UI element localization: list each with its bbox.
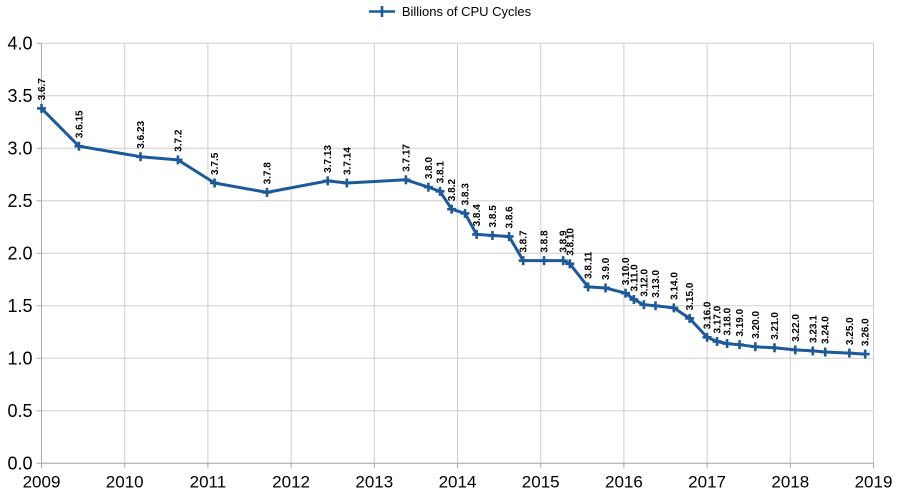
x-tick-label: 2009 bbox=[23, 472, 61, 491]
point-label: 3.7.5 bbox=[210, 152, 221, 175]
point-label: 3.19.0 bbox=[735, 308, 746, 336]
point-label: 3.12.0 bbox=[639, 269, 650, 297]
point-label: 3.17.0 bbox=[713, 305, 724, 333]
y-tick-label: 0.0 bbox=[7, 453, 32, 473]
point-label: 3.8.11 bbox=[584, 251, 595, 279]
point-label: 3.11.0 bbox=[629, 264, 640, 292]
point-label: 3.21.0 bbox=[770, 312, 781, 340]
y-tick-label: 2.0 bbox=[7, 243, 32, 263]
x-tick-label: 2011 bbox=[190, 472, 227, 491]
point-label: 3.7.8 bbox=[262, 162, 273, 185]
chart-legend: Billions of CPU Cycles bbox=[0, 4, 899, 19]
y-tick-label: 1.5 bbox=[7, 296, 32, 316]
x-tick-label: 2017 bbox=[688, 472, 726, 491]
point-label: 3.8.9 bbox=[559, 230, 570, 253]
point-label: 3.8.10 bbox=[565, 228, 576, 256]
point-label: 3.18.0 bbox=[723, 307, 734, 335]
x-tick-label: 2010 bbox=[106, 472, 144, 491]
point-label: 3.6.7 bbox=[37, 78, 48, 101]
point-label: 3.22.0 bbox=[791, 314, 802, 342]
point-label: 3.15.0 bbox=[685, 282, 696, 310]
point-label: 3.13.0 bbox=[651, 270, 662, 298]
x-tick-label: 2012 bbox=[272, 472, 310, 491]
point-label: 3.7.2 bbox=[173, 129, 184, 152]
point-label: 3.8.6 bbox=[505, 206, 516, 229]
y-tick-label: 0.5 bbox=[7, 401, 32, 421]
point-label: 3.8.3 bbox=[460, 183, 471, 206]
x-tick-label: 2018 bbox=[771, 472, 809, 491]
point-markers bbox=[37, 103, 870, 359]
y-tick-label: 3.5 bbox=[7, 86, 32, 106]
point-label: 3.6.15 bbox=[74, 110, 85, 138]
point-label: 3.8.7 bbox=[519, 230, 530, 253]
point-label: 3.26.0 bbox=[861, 318, 872, 346]
point-label: 3.8.2 bbox=[447, 179, 458, 202]
point-label: 3.24.0 bbox=[821, 316, 832, 344]
y-tick-label: 2.5 bbox=[7, 191, 32, 211]
point-label: 3.9.0 bbox=[601, 257, 612, 280]
point-label: 3.7.14 bbox=[342, 147, 353, 175]
x-tick-label: 2015 bbox=[522, 472, 560, 491]
x-tick-label: 2014 bbox=[439, 472, 477, 491]
x-tick-label: 2019 bbox=[855, 472, 893, 491]
gridlines bbox=[41, 42, 874, 464]
point-label: 3.8.1 bbox=[436, 161, 447, 184]
point-label: 3.7.17 bbox=[401, 144, 412, 172]
y-tick-label: 1.0 bbox=[7, 348, 32, 368]
point-label: 3.25.0 bbox=[845, 317, 856, 345]
x-tick-label: 2013 bbox=[355, 472, 393, 491]
point-label: 3.20.0 bbox=[751, 311, 762, 339]
legend-label: Billions of CPU Cycles bbox=[401, 4, 532, 19]
point-label: 3.8.0 bbox=[424, 156, 435, 179]
point-label: 3.7.13 bbox=[323, 145, 334, 173]
point-label: 3.6.23 bbox=[136, 120, 147, 148]
point-label: 3.10.0 bbox=[621, 257, 632, 285]
x-tick-label: 2016 bbox=[605, 472, 643, 491]
point-label: 3.8.5 bbox=[488, 205, 499, 228]
point-label: 3.14.0 bbox=[669, 272, 680, 300]
point-label: 3.8.4 bbox=[472, 204, 483, 227]
y-tick-label: 3.0 bbox=[7, 138, 32, 158]
axes bbox=[36, 42, 874, 469]
point-label: 3.8.8 bbox=[540, 230, 551, 253]
point-label: 3.23.1 bbox=[808, 315, 819, 343]
point-label: 3.16.0 bbox=[703, 301, 714, 329]
legend-line-marker-icon bbox=[368, 6, 395, 17]
y-tick-label: 4.0 bbox=[7, 33, 32, 53]
